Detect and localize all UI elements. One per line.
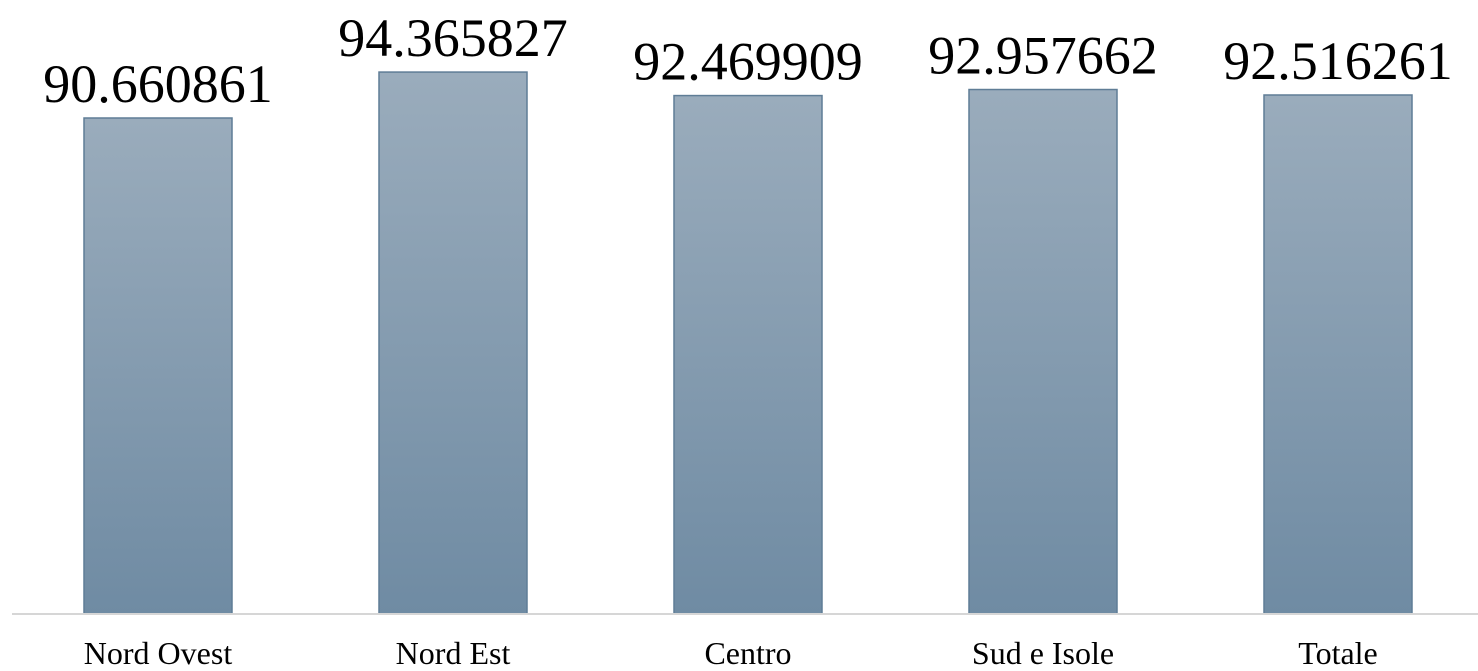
data-label: 94.365827 bbox=[338, 8, 568, 68]
category-label: Totale bbox=[1298, 635, 1378, 671]
data-label: 90.660861 bbox=[43, 54, 273, 114]
data-label: 92.516261 bbox=[1223, 31, 1453, 91]
data-label: 92.957662 bbox=[928, 26, 1158, 86]
bars-group bbox=[83, 71, 1413, 615]
bar-nord-est bbox=[378, 71, 528, 615]
bar-totale bbox=[1263, 94, 1413, 615]
bar-nord-ovest bbox=[83, 117, 233, 615]
category-label: Nord Est bbox=[396, 635, 511, 671]
category-label: Nord Ovest bbox=[84, 635, 233, 671]
category-label: Centro bbox=[704, 635, 791, 671]
bar-centro bbox=[673, 94, 823, 615]
category-labels-group: Nord Ovest Nord Est Centro Sud e Isole Total… bbox=[84, 635, 1378, 671]
category-label: Sud e Isole bbox=[972, 635, 1114, 671]
data-labels-group: 90.660861 94.365827 92.469909 92.957662 92.5… bbox=[43, 8, 1453, 114]
bar-sud-e-isole bbox=[968, 88, 1118, 615]
data-label: 92.469909 bbox=[633, 32, 863, 92]
